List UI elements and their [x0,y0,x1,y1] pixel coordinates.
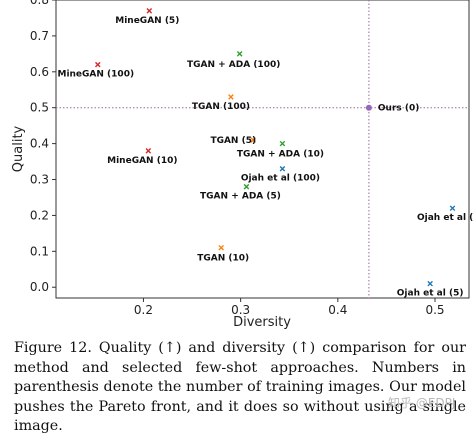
data-point-stroke [243,183,250,190]
data-point-stroke [427,280,433,287]
x-axis-title: Diversity [233,315,291,330]
data-point-marker [218,244,224,251]
x-tick-label: 0.5 [425,303,444,317]
data-points [94,7,456,287]
watermark-text: 知乎 @EDPJ [388,396,456,410]
data-point-stroke [449,205,456,212]
y-tick-label: 0.4 [30,137,49,151]
data-point-label: TGAN + ADA (100) [187,60,280,70]
figure-label: Figure 12. [14,340,92,356]
data-point-marker [243,183,250,190]
y-axis-ticks: 0.0 0.1 0.2 0.3 0.4 0.5 0.6 0.7 0.8 [30,0,56,294]
scatter-chart: 0.2 0.3 0.4 0.5 0.0 0.1 0.2 0.3 0.4 0.5 0.6 0.7 0.8… [11,0,474,330]
data-point-marker [250,137,257,143]
plot-area [55,0,470,299]
figure-caption: Figure 12. Quality (↑) and diversity (↑)… [14,339,466,437]
data-point-marker [365,104,372,111]
x-tick-label: 0.3 [231,303,250,317]
x-tick-label: 0.2 [134,303,153,317]
data-point-marker [228,94,234,100]
data-point-label: Ojah et al (5) [397,289,464,299]
x-axis-ticks: 0.2 0.3 0.4 0.5 [134,298,445,317]
data-point-marker [94,61,101,68]
data-point-stroke [228,94,234,100]
data-point-label: Ojah et al (10) [417,213,474,223]
data-point-stroke [94,61,101,68]
data-point-label: TGAN (5) [210,136,256,146]
data-point-stroke [218,244,224,251]
data-point-label: MineGAN (5) [115,16,179,26]
data-point-label: TGAN (10) [197,254,249,264]
y-tick-label: 0.3 [30,173,49,187]
caption-text: Quality (↑) and diversity (↑) comparison… [14,340,466,434]
data-point-label: TGAN + ADA (10) [237,150,324,160]
data-point-label: TGAN (100) [192,102,250,112]
x-tick-label: 0.4 [328,303,347,317]
data-point-stroke [279,140,286,147]
data-point-label: MineGAN (10) [107,156,177,166]
y-tick-label: 0.7 [30,29,49,43]
y-tick-label: 0.5 [30,101,49,115]
y-tick-label: 0.1 [30,244,49,258]
data-point-marker [449,205,456,212]
y-tick-label: 0.0 [30,280,49,294]
data-point-stroke [279,165,286,172]
data-point-stroke [146,7,153,14]
y-tick-label: 0.8 [30,0,49,7]
data-point-marker [427,280,433,287]
y-tick-label: 0.2 [30,208,49,222]
data-point-marker [236,51,243,57]
data-point-marker [279,165,286,172]
data-point-marker [145,148,152,154]
point-labels: MineGAN (5) MineGAN (100) MineGAN (10) TGAN… [57,16,474,299]
y-tick-label: 0.6 [30,65,49,79]
y-axis-title: Quality [11,125,26,172]
data-point-label: Ojah et al (100) [241,174,320,184]
data-point-label: Ours (0) [378,104,419,114]
data-point-label: TGAN + ADA (5) [200,192,281,202]
data-point-stroke [250,137,257,143]
data-point-stroke [145,148,152,154]
reference-lines [56,0,469,298]
data-point-marker [146,7,153,14]
data-point-marker [279,140,286,147]
data-point-stroke [236,51,243,57]
data-point-label: MineGAN (100) [57,70,134,80]
